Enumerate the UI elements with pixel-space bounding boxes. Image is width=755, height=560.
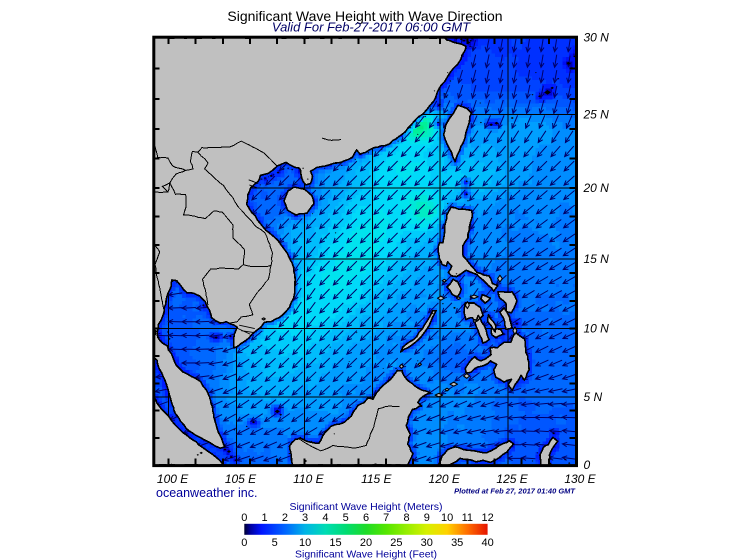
svg-text:0: 0 [584,458,591,472]
svg-text:25: 25 [390,537,402,549]
svg-text:2: 2 [282,512,288,524]
svg-text:10: 10 [441,512,453,524]
svg-text:Significant Wave Height (Feet): Significant Wave Height (Feet) [295,549,437,560]
svg-text:15 N: 15 N [584,252,610,266]
svg-text:120 E: 120 E [429,472,461,486]
svg-text:130 E: 130 E [564,472,596,486]
svg-text:115 E: 115 E [361,472,392,486]
svg-text:25 N: 25 N [583,107,610,121]
svg-text:Plotted at Feb 27, 2017 01:40: Plotted at Feb 27, 2017 01:40 GMT [454,487,576,496]
svg-text:Significant Wave Height (Meter: Significant Wave Height (Meters) [289,501,442,513]
svg-text:20: 20 [360,537,372,549]
svg-text:5 N: 5 N [584,390,603,404]
svg-text:15: 15 [329,537,341,549]
svg-text:3: 3 [302,512,308,524]
svg-text:110 E: 110 E [293,472,324,486]
svg-text:0: 0 [241,512,247,524]
svg-text:8: 8 [403,512,409,524]
svg-text:125 E: 125 E [496,472,528,486]
svg-text:12: 12 [481,512,493,524]
svg-text:Significant Wave Height with W: Significant Wave Height with Wave Direct… [227,8,502,24]
svg-text:oceanweather inc.: oceanweather inc. [156,486,257,500]
svg-text:9: 9 [424,512,430,524]
svg-text:4: 4 [322,512,328,524]
svg-text:0: 0 [241,537,247,549]
svg-text:100 E: 100 E [157,472,189,486]
svg-text:30: 30 [421,537,433,549]
svg-text:10 N: 10 N [584,322,610,336]
svg-text:5: 5 [343,512,349,524]
svg-text:6: 6 [363,512,369,524]
svg-text:20 N: 20 N [583,181,610,195]
svg-text:11: 11 [462,512,473,524]
svg-text:35: 35 [451,537,463,549]
svg-text:40: 40 [481,537,493,549]
svg-text:7: 7 [383,512,389,524]
svg-text:5: 5 [272,537,278,549]
svg-text:10: 10 [299,537,311,549]
svg-text:105 E: 105 E [225,472,257,486]
svg-text:30 N: 30 N [584,31,610,45]
svg-text:1: 1 [262,512,268,524]
svg-text:Valid For Feb-27-2017 06:00 GM: Valid For Feb-27-2017 06:00 GMT [272,20,471,35]
